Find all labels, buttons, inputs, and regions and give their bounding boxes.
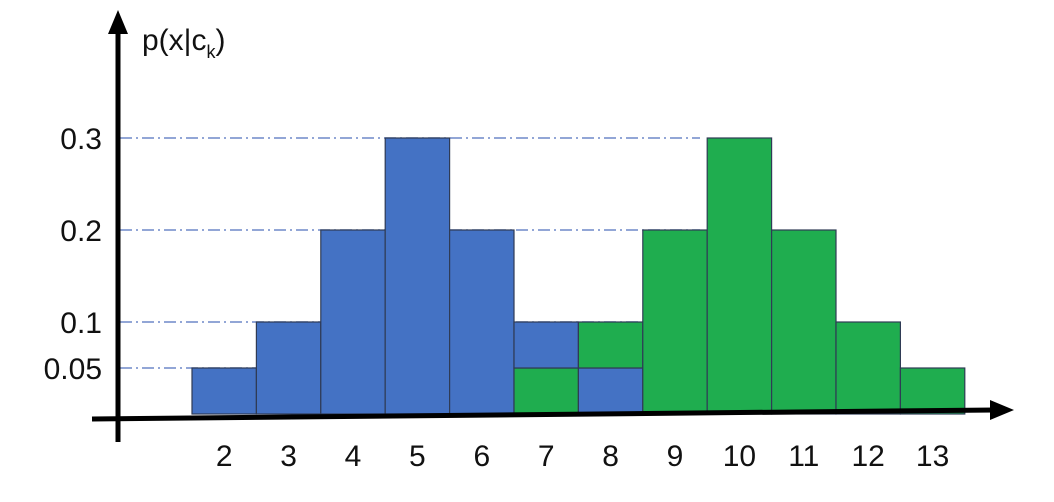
bar-s1-x12: [835, 321, 902, 415]
bar-s1-x9: [642, 229, 708, 415]
bar-s1-x7: [513, 367, 580, 415]
x-tick-label: 13: [916, 440, 949, 473]
x-tick-label: 11: [788, 440, 819, 473]
y-axis-arrow-icon: [108, 10, 128, 34]
y-axis-label: p(x|ck): [142, 24, 225, 62]
bars: [191, 137, 966, 415]
y-tick-labels: 0.05 0.1 0.2 0.3: [44, 123, 102, 386]
y-tick-label: 0.1: [60, 307, 102, 340]
bar-s0-x8: [577, 367, 644, 415]
x-tick-label: 8: [602, 440, 619, 473]
x-axis-line: [91, 407, 996, 422]
x-tick-label: 7: [538, 440, 555, 473]
bar-s0-x3: [255, 321, 322, 415]
axes: [91, 10, 1014, 442]
bar-s0-x5: [384, 137, 451, 415]
bar-s0-x4: [320, 229, 386, 415]
bar-s1-x13: [899, 367, 966, 415]
x-tick-label: 10: [723, 440, 756, 473]
x-tick-label: 3: [280, 440, 297, 473]
x-tick-label: 5: [409, 440, 426, 473]
bar-s0-x2: [191, 367, 258, 415]
bar-s1-x10: [706, 137, 773, 415]
x-tick-labels: 2 3 4 5 6 7 8 9 10 11 12 13: [216, 440, 949, 473]
y-tick-label: 0.3: [60, 123, 102, 156]
bar-s1-x11: [770, 229, 837, 415]
x-tick-label: 9: [667, 440, 684, 473]
y-tick-label: 0.2: [60, 215, 102, 248]
x-tick-label: 4: [345, 440, 362, 473]
x-axis-arrow-icon: [990, 400, 1014, 420]
y-tick-label: 0.05: [44, 353, 102, 386]
x-tick-label: 2: [216, 440, 233, 473]
x-tick-label: 6: [473, 440, 490, 473]
bar-s0-x6: [449, 229, 515, 415]
x-tick-label: 12: [852, 440, 885, 473]
bar-s1-x8: [577, 321, 644, 369]
bar-s0-x7: [513, 321, 580, 369]
